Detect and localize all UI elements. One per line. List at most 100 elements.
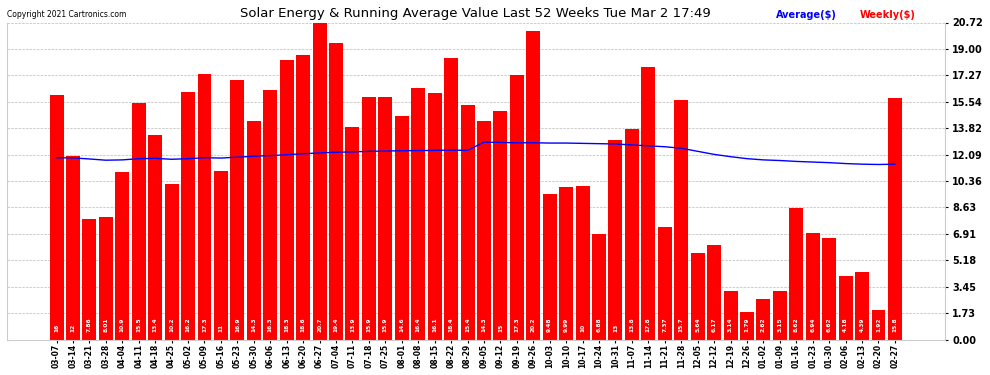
Text: 16.9: 16.9	[235, 317, 240, 332]
Bar	[674, 100, 688, 339]
Text: 11: 11	[219, 324, 224, 332]
Text: 7.37: 7.37	[662, 317, 667, 332]
Bar	[756, 299, 770, 339]
Text: 18.4: 18.4	[448, 317, 453, 332]
Bar	[691, 253, 705, 339]
Bar	[477, 122, 491, 339]
Text: 13: 13	[613, 324, 618, 332]
Text: 3.15: 3.15	[777, 317, 782, 332]
Bar	[773, 291, 787, 339]
Text: 16.3: 16.3	[267, 317, 273, 332]
Bar	[625, 129, 639, 339]
Text: 8.62: 8.62	[794, 317, 799, 332]
Text: 15.7: 15.7	[679, 317, 684, 332]
Text: 15.8: 15.8	[892, 317, 898, 332]
Bar	[148, 135, 162, 339]
Text: 5.64: 5.64	[695, 317, 700, 332]
Text: 10.2: 10.2	[169, 317, 174, 332]
Bar	[378, 97, 392, 339]
Bar	[839, 276, 852, 339]
Bar	[362, 96, 376, 339]
Bar	[527, 30, 541, 339]
Text: 12: 12	[70, 324, 75, 332]
Text: 14.3: 14.3	[481, 317, 486, 332]
Text: 13.4: 13.4	[152, 317, 157, 332]
Bar	[642, 67, 655, 339]
Bar	[313, 22, 327, 339]
Bar	[707, 245, 721, 339]
Bar	[493, 111, 508, 339]
Text: Weekly($): Weekly($)	[860, 10, 916, 20]
Text: 10: 10	[580, 324, 585, 332]
Text: 15.9: 15.9	[366, 317, 371, 332]
Bar	[263, 90, 277, 339]
Bar	[543, 194, 556, 339]
Text: 20.2: 20.2	[531, 317, 536, 332]
Bar	[724, 291, 738, 339]
Bar	[395, 116, 409, 339]
Bar	[445, 58, 458, 339]
Bar	[198, 74, 212, 339]
Text: 16: 16	[54, 324, 59, 332]
Bar	[247, 120, 260, 339]
Bar	[296, 55, 310, 339]
Text: 15.9: 15.9	[383, 317, 388, 332]
Text: 13.9: 13.9	[349, 317, 355, 332]
Bar	[657, 227, 672, 339]
Text: 18.3: 18.3	[284, 317, 289, 332]
Text: 17.3: 17.3	[202, 317, 207, 332]
Bar	[806, 233, 820, 339]
Bar	[280, 60, 294, 339]
Bar	[164, 183, 178, 339]
Text: 17.3: 17.3	[515, 317, 520, 332]
Text: 1.79: 1.79	[744, 317, 749, 332]
Bar	[99, 217, 113, 339]
Text: 6.62: 6.62	[827, 317, 832, 332]
Bar	[181, 92, 195, 339]
Text: 8.01: 8.01	[103, 317, 108, 332]
Bar	[740, 312, 754, 339]
Text: 2.62: 2.62	[761, 317, 766, 332]
Text: 19.4: 19.4	[334, 317, 339, 332]
Text: 6.88: 6.88	[597, 317, 602, 332]
Text: 1.92: 1.92	[876, 317, 881, 332]
Text: 6.94: 6.94	[810, 317, 815, 332]
Text: 4.18: 4.18	[843, 317, 848, 332]
Text: 10.9: 10.9	[120, 318, 125, 332]
Text: 16.4: 16.4	[416, 317, 421, 332]
Text: 16.1: 16.1	[433, 317, 438, 332]
Bar	[855, 272, 869, 339]
Text: 9.99: 9.99	[563, 318, 568, 332]
Bar	[50, 95, 63, 339]
Bar	[559, 187, 573, 339]
Bar	[510, 75, 524, 339]
Title: Solar Energy & Running Average Value Last 52 Weeks Tue Mar 2 17:49: Solar Energy & Running Average Value Las…	[241, 7, 711, 20]
Bar	[66, 156, 80, 339]
Text: 18.6: 18.6	[301, 317, 306, 332]
Text: 14.3: 14.3	[251, 317, 256, 332]
Text: 9.48: 9.48	[547, 317, 552, 332]
Bar	[115, 172, 130, 339]
Text: Copyright 2021 Cartronics.com: Copyright 2021 Cartronics.com	[7, 10, 127, 19]
Text: 14.6: 14.6	[399, 317, 404, 332]
Text: Average($): Average($)	[776, 10, 837, 20]
Bar	[231, 80, 245, 339]
Bar	[329, 43, 343, 339]
Bar	[575, 186, 590, 339]
Bar	[82, 219, 96, 339]
Bar	[609, 140, 623, 339]
Bar	[789, 208, 803, 339]
Text: 3.14: 3.14	[728, 317, 733, 332]
Text: 15: 15	[498, 324, 503, 332]
Bar	[460, 105, 474, 339]
Bar	[132, 103, 146, 339]
Bar	[822, 238, 837, 339]
Bar	[871, 310, 885, 339]
Text: 13.8: 13.8	[630, 317, 635, 332]
Text: 16.2: 16.2	[185, 317, 190, 332]
Text: 15.5: 15.5	[137, 317, 142, 332]
Bar	[428, 93, 442, 339]
Bar	[214, 171, 228, 339]
Text: 20.7: 20.7	[317, 317, 322, 332]
Bar	[592, 234, 606, 339]
